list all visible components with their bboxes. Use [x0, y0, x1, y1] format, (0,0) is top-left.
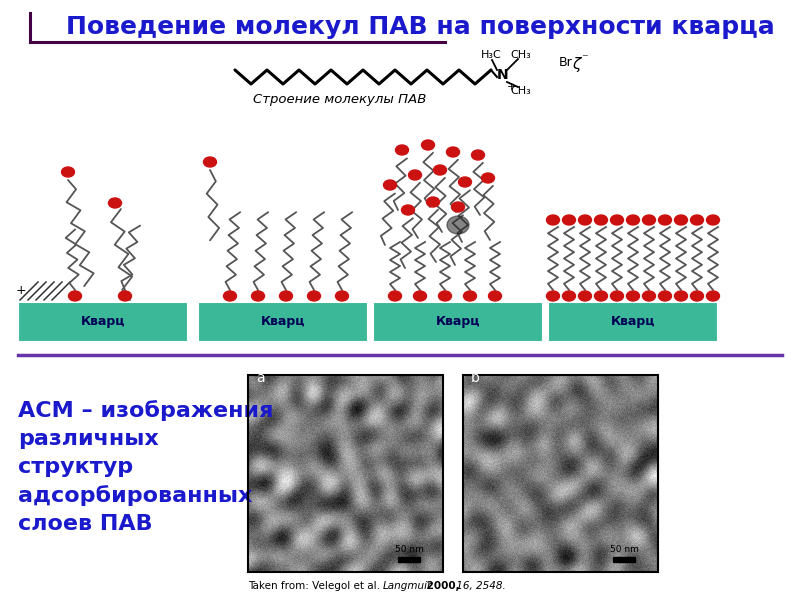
Ellipse shape — [706, 291, 719, 301]
Ellipse shape — [626, 291, 639, 301]
Text: Поведение молекул ПАВ на поверхности кварца: Поведение молекул ПАВ на поверхности ква… — [66, 15, 774, 39]
Ellipse shape — [642, 215, 655, 225]
Ellipse shape — [674, 215, 687, 225]
Ellipse shape — [251, 291, 265, 301]
Bar — [18, 302, 188, 342]
Ellipse shape — [578, 291, 591, 301]
Ellipse shape — [434, 165, 446, 175]
Ellipse shape — [409, 170, 422, 180]
Ellipse shape — [482, 173, 494, 183]
Ellipse shape — [62, 167, 74, 177]
Ellipse shape — [402, 205, 414, 215]
Ellipse shape — [335, 291, 349, 301]
Bar — [398, 557, 420, 562]
Ellipse shape — [610, 215, 623, 225]
Ellipse shape — [626, 215, 639, 225]
Text: Кварц: Кварц — [436, 316, 480, 329]
Text: b: b — [471, 371, 480, 385]
Text: ζ: ζ — [572, 58, 580, 73]
Ellipse shape — [447, 216, 469, 234]
Ellipse shape — [414, 291, 426, 301]
Bar — [248, 375, 443, 572]
Ellipse shape — [610, 291, 623, 301]
Text: a: a — [256, 371, 265, 385]
Ellipse shape — [706, 215, 719, 225]
Bar — [198, 302, 368, 342]
Ellipse shape — [395, 145, 409, 155]
Ellipse shape — [389, 291, 402, 301]
Ellipse shape — [690, 215, 703, 225]
Text: +: + — [16, 284, 26, 297]
Ellipse shape — [426, 197, 439, 207]
Ellipse shape — [489, 291, 502, 301]
Ellipse shape — [451, 202, 465, 212]
Text: 2000,: 2000, — [423, 581, 460, 591]
Ellipse shape — [383, 180, 397, 190]
Ellipse shape — [674, 291, 687, 301]
Ellipse shape — [562, 291, 575, 301]
Ellipse shape — [463, 291, 477, 301]
Text: CH₃: CH₃ — [510, 86, 531, 96]
Text: ⁻: ⁻ — [581, 52, 587, 65]
Text: +: + — [506, 82, 516, 92]
Ellipse shape — [546, 215, 559, 225]
Text: 16, 2548.: 16, 2548. — [453, 581, 506, 591]
Ellipse shape — [642, 291, 655, 301]
Ellipse shape — [690, 291, 703, 301]
Text: Кварц: Кварц — [81, 316, 126, 329]
Text: Кварц: Кварц — [261, 316, 306, 329]
Bar — [548, 302, 718, 342]
Ellipse shape — [546, 291, 559, 301]
Ellipse shape — [118, 291, 131, 301]
Text: Taken from: Velegol et al.: Taken from: Velegol et al. — [248, 581, 383, 591]
Text: АСМ – изображения
различных
структур
адсорбированных
слоев ПАВ: АСМ – изображения различных структур адс… — [18, 400, 274, 535]
Text: N: N — [497, 68, 509, 82]
Text: 50 nm: 50 nm — [394, 545, 423, 554]
Ellipse shape — [562, 215, 575, 225]
Ellipse shape — [279, 291, 293, 301]
Ellipse shape — [422, 140, 434, 150]
Ellipse shape — [109, 198, 122, 208]
Text: H₃C: H₃C — [481, 50, 502, 60]
Ellipse shape — [438, 291, 451, 301]
Text: Langmuir: Langmuir — [383, 581, 432, 591]
Ellipse shape — [69, 291, 82, 301]
Bar — [463, 375, 658, 572]
Text: Строение молекулы ПАВ: Строение молекулы ПАВ — [254, 94, 426, 107]
Ellipse shape — [578, 215, 591, 225]
Ellipse shape — [658, 215, 671, 225]
Ellipse shape — [203, 157, 217, 167]
Ellipse shape — [307, 291, 321, 301]
Ellipse shape — [594, 291, 607, 301]
Ellipse shape — [471, 150, 485, 160]
Text: Кварц: Кварц — [610, 316, 655, 329]
Bar — [373, 302, 543, 342]
Text: CH₃: CH₃ — [510, 50, 531, 60]
Ellipse shape — [458, 177, 471, 187]
Ellipse shape — [658, 291, 671, 301]
Ellipse shape — [446, 147, 459, 157]
Ellipse shape — [594, 215, 607, 225]
Text: 50 nm: 50 nm — [610, 545, 638, 554]
Bar — [613, 557, 635, 562]
Text: Br: Br — [559, 56, 573, 70]
Ellipse shape — [223, 291, 237, 301]
